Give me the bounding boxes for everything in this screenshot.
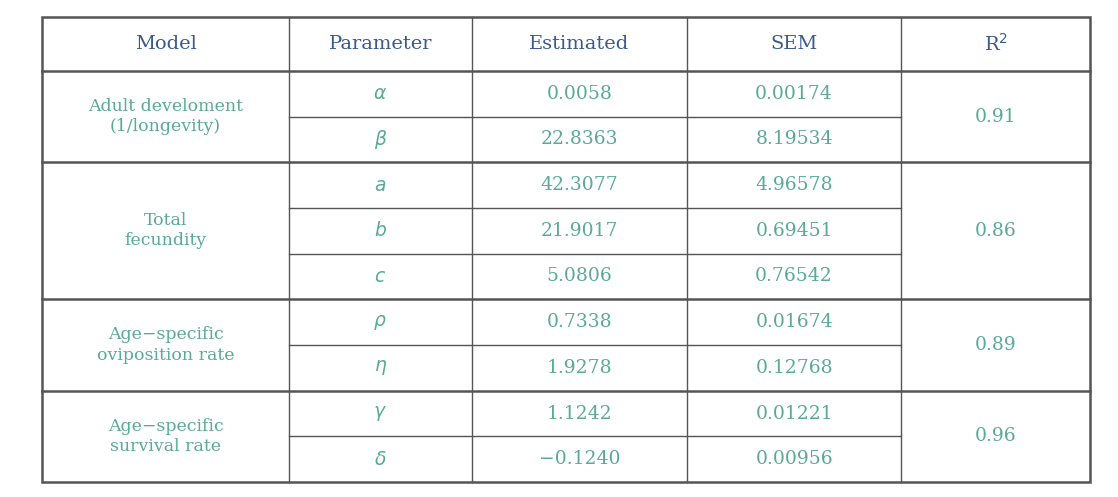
Text: 0.69451: 0.69451 [756, 222, 833, 240]
Text: fecundity: fecundity [124, 232, 207, 249]
Text: $\alpha$: $\alpha$ [373, 84, 387, 103]
Text: 0.12768: 0.12768 [756, 359, 833, 377]
Text: 0.7338: 0.7338 [547, 313, 613, 331]
Text: 42.3077: 42.3077 [540, 176, 618, 194]
Text: 0.76542: 0.76542 [756, 267, 833, 285]
Text: 0.86: 0.86 [975, 222, 1016, 240]
Text: SEM: SEM [770, 35, 817, 53]
Text: Estimated: Estimated [529, 35, 629, 53]
Text: 0.00174: 0.00174 [756, 84, 833, 103]
Text: Parameter: Parameter [329, 35, 432, 53]
Text: $\rho$: $\rho$ [373, 313, 387, 331]
Text: Model: Model [134, 35, 197, 53]
Text: 22.8363: 22.8363 [541, 130, 618, 149]
Text: 8.19534: 8.19534 [756, 130, 833, 149]
Text: 1.1242: 1.1242 [547, 405, 613, 422]
Text: (1/longevity): (1/longevity) [110, 118, 221, 135]
Text: 21.9017: 21.9017 [541, 222, 618, 240]
Text: 1.9278: 1.9278 [547, 359, 613, 377]
Text: 0.01674: 0.01674 [756, 313, 833, 331]
Text: oviposition rate: oviposition rate [97, 346, 235, 364]
Text: 0.00956: 0.00956 [756, 450, 833, 468]
Text: 5.0806: 5.0806 [547, 267, 613, 285]
Text: Age−specific: Age−specific [107, 327, 224, 343]
Text: 4.96578: 4.96578 [756, 176, 833, 194]
Text: $\eta$: $\eta$ [373, 358, 387, 377]
Text: −0.1240: −0.1240 [539, 450, 620, 468]
Text: $\gamma$: $\gamma$ [373, 404, 387, 423]
Text: $a$: $a$ [375, 175, 387, 194]
Text: 0.91: 0.91 [975, 107, 1016, 126]
Text: 0.01221: 0.01221 [756, 405, 833, 422]
Text: Age−specific: Age−specific [107, 418, 224, 435]
Text: survival rate: survival rate [110, 438, 221, 455]
Text: 0.96: 0.96 [975, 427, 1016, 445]
Text: $\delta$: $\delta$ [375, 450, 387, 469]
Text: 0.0058: 0.0058 [547, 84, 613, 103]
Text: Adult develoment: Adult develoment [88, 98, 243, 115]
Text: 0.89: 0.89 [975, 336, 1016, 354]
Text: $\beta$: $\beta$ [373, 128, 387, 151]
Text: Total: Total [144, 212, 187, 229]
Text: R$^2$: R$^2$ [984, 33, 1007, 55]
Text: $b$: $b$ [373, 221, 387, 240]
Text: $c$: $c$ [375, 267, 387, 286]
